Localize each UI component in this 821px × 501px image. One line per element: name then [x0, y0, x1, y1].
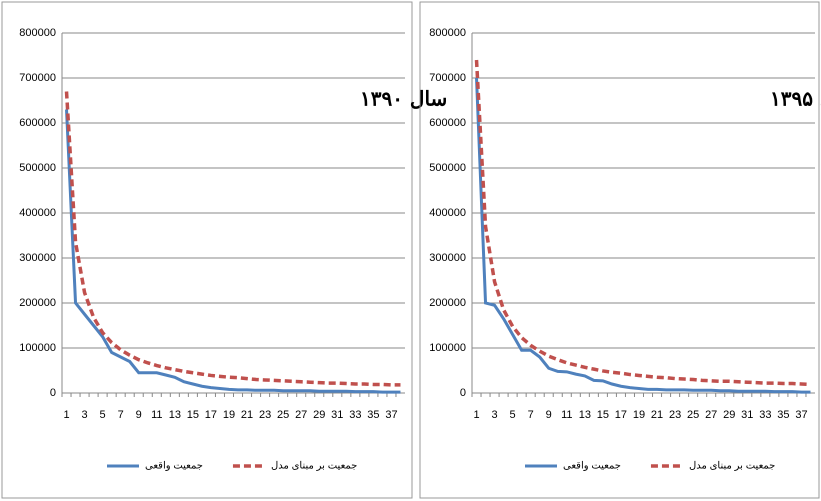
legend-label: جمعیت واقعی: [563, 461, 621, 472]
y-tick-label: 400000: [19, 207, 56, 219]
y-tick-label: 200000: [19, 297, 56, 309]
y-tick-label: 100000: [19, 342, 56, 354]
chart-title: سال ۱۳۹۵: [770, 87, 821, 111]
x-tick-label: 5: [100, 409, 106, 421]
x-tick-label: 35: [777, 409, 789, 421]
x-tick-label: 5: [510, 409, 516, 421]
y-tick-label: 500000: [429, 162, 466, 174]
y-tick-label: 300000: [429, 252, 466, 264]
y-tick-label: 400000: [429, 207, 466, 219]
x-tick-label: 37: [795, 409, 807, 421]
x-tick-label: 3: [82, 409, 88, 421]
x-tick-label: 9: [546, 409, 552, 421]
x-tick-label: 29: [723, 409, 735, 421]
chart-title: سال ۱۳۹۰: [360, 87, 447, 111]
x-tick-label: 15: [187, 409, 199, 421]
legend-label: جمعیت واقعی: [145, 461, 203, 472]
x-tick-label: 31: [741, 409, 753, 421]
y-tick-label: 500000: [19, 162, 56, 174]
y-tick-label: 300000: [19, 252, 56, 264]
series-line: [65, 109, 401, 394]
x-tick-label: 7: [118, 409, 124, 421]
x-tick-label: 35: [367, 409, 379, 421]
y-tick-label: 0: [460, 387, 466, 399]
x-tick-label: 3: [492, 409, 498, 421]
x-tick-label: 7: [528, 409, 534, 421]
panel-border: [1, 1, 413, 499]
x-tick-label: 37: [385, 409, 397, 421]
x-tick-label: 1: [63, 409, 69, 421]
y-tick-label: 700000: [429, 72, 466, 84]
y-tick-label: 600000: [429, 117, 466, 129]
series-line: [474, 59, 811, 387]
x-tick-label: 9: [136, 409, 142, 421]
x-tick-label: 13: [579, 409, 591, 421]
x-tick-label: 17: [615, 409, 627, 421]
y-tick-label: 600000: [19, 117, 56, 129]
x-tick-label: 23: [669, 409, 681, 421]
x-tick-label: 27: [705, 409, 717, 421]
x-tick-label: 29: [313, 409, 325, 421]
y-tick-label: 0: [50, 387, 56, 399]
x-tick-label: 15: [597, 409, 609, 421]
x-tick-label: 19: [223, 409, 235, 421]
x-tick-label: 25: [277, 409, 289, 421]
x-tick-label: 31: [331, 409, 343, 421]
x-tick-label: 23: [259, 409, 271, 421]
x-tick-label: 19: [633, 409, 645, 421]
y-tick-label: 800000: [429, 27, 466, 39]
x-tick-label: 17: [205, 409, 217, 421]
legend-label: جمعیت بر مبنای مدل: [271, 461, 357, 472]
x-tick-label: 27: [295, 409, 307, 421]
x-tick-label: 21: [241, 409, 253, 421]
x-tick-label: 33: [349, 409, 361, 421]
series-line: [64, 91, 401, 387]
x-tick-label: 11: [561, 409, 572, 421]
panel-border: [419, 1, 820, 499]
legend-label: جمعیت بر مبنای مدل: [689, 461, 775, 472]
y-tick-label: 700000: [19, 72, 56, 84]
y-tick-label: 800000: [19, 27, 56, 39]
x-tick-label: 13: [169, 409, 181, 421]
x-tick-label: 21: [651, 409, 663, 421]
x-tick-label: 11: [151, 409, 162, 421]
y-tick-label: 200000: [429, 297, 466, 309]
x-tick-label: 25: [687, 409, 699, 421]
x-tick-label: 33: [759, 409, 771, 421]
series-line: [475, 77, 811, 394]
x-tick-label: 1: [473, 409, 479, 421]
y-tick-label: 100000: [429, 342, 466, 354]
